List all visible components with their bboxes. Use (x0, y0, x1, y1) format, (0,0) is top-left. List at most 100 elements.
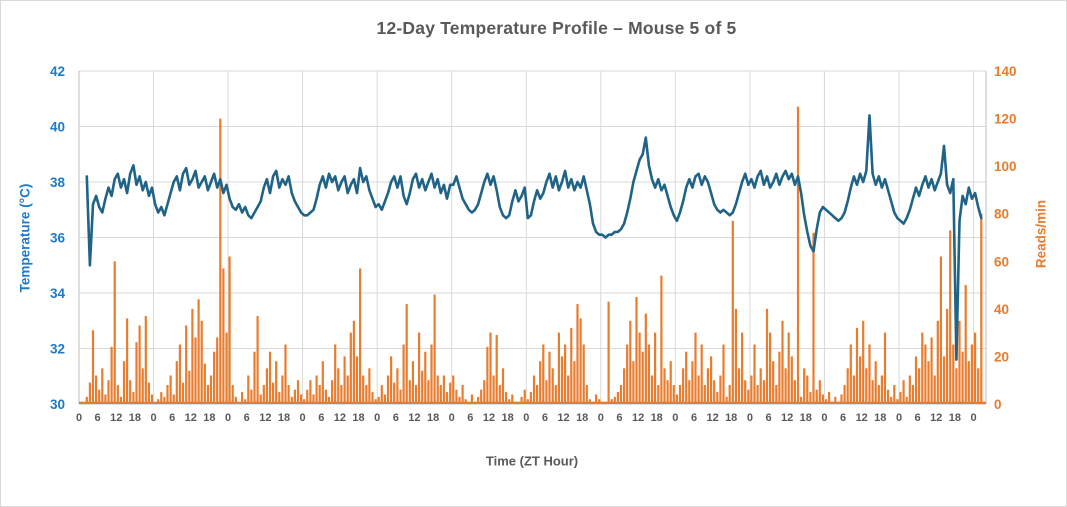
reads-bar (414, 385, 418, 404)
reads-bar (554, 385, 557, 404)
reads-bar (473, 401, 477, 404)
reads-bar (390, 356, 393, 404)
reads-bar (278, 392, 281, 404)
reads-bar (172, 394, 175, 404)
x-axis-tick-label: 18 (874, 412, 886, 424)
x-axis-tick-label: 12 (557, 412, 569, 424)
reads-bar (119, 396, 122, 404)
reads-bar (890, 396, 893, 404)
reads-bar (216, 337, 219, 404)
reads-bar (306, 389, 309, 404)
reads-bar (576, 304, 579, 404)
reads-bar (896, 399, 899, 404)
reads-bar (902, 380, 905, 404)
reads-bar (737, 368, 741, 404)
reads-bar (144, 316, 147, 404)
reads-bar (250, 389, 253, 404)
reads-bar (104, 394, 107, 404)
reads-bar (141, 368, 144, 404)
reads-bar (324, 389, 327, 404)
reads-bar (132, 392, 135, 404)
reads-bar (160, 392, 163, 404)
reads-bar (334, 344, 337, 404)
reads-bar (178, 344, 181, 404)
reads-bar (765, 308, 769, 404)
reads-bar (831, 401, 834, 404)
reads-bar (734, 308, 737, 404)
reads-bar (275, 361, 278, 404)
reads-bar (262, 385, 265, 404)
x-axis-tick-label: 0 (300, 412, 306, 424)
x-axis-tick-label: 6 (95, 412, 101, 424)
reads-bar (840, 394, 843, 404)
reads-bar (287, 385, 290, 404)
reads-bar (383, 394, 386, 404)
x-axis-tick-label: 12 (334, 412, 346, 424)
reads-bar (343, 356, 346, 404)
reads-bar (228, 256, 231, 404)
reads-bar (908, 375, 911, 404)
reads-bar (710, 356, 713, 404)
reads-bar (685, 351, 688, 404)
x-axis-tick-label: 18 (427, 412, 439, 424)
reads-bar (629, 320, 632, 405)
reads-bar (539, 361, 542, 404)
reads-bar (601, 401, 604, 404)
reads-bar (713, 380, 716, 404)
reads-bar (203, 363, 206, 404)
reads-bar (688, 380, 691, 404)
x-axis-tick-label: 18 (800, 412, 812, 424)
temperature-line (85, 114, 983, 361)
x-axis-tick-label: 0 (970, 412, 976, 424)
x-axis-tick-label: 12 (781, 412, 793, 424)
reads-bar (958, 320, 961, 405)
reads-bar (247, 375, 250, 404)
reads-bar (231, 385, 234, 404)
reads-bar (427, 380, 430, 404)
reads-bar (138, 325, 141, 404)
reads-bar (821, 394, 824, 404)
reads-bar (365, 385, 368, 404)
reads-bar (129, 380, 132, 404)
reads-bar (309, 380, 312, 404)
reads-bar (265, 368, 268, 404)
reads-bar (874, 361, 877, 404)
reads-bar (455, 389, 458, 404)
reads-bar (253, 351, 256, 404)
reads-bar (362, 375, 365, 404)
reads-bar (101, 368, 104, 404)
left-axis-tick-label: 30 (50, 397, 65, 412)
reads-bar (157, 399, 160, 404)
reads-bar (591, 401, 595, 404)
reads-bar (135, 342, 138, 404)
x-axis-tick-label: 0 (374, 412, 380, 424)
reads-bar (321, 361, 324, 404)
reads-bar (682, 368, 685, 404)
reads-bar (877, 385, 880, 404)
reads-bar (150, 394, 154, 404)
reads-bar (750, 375, 753, 404)
reads-bar (809, 392, 812, 404)
reads-bar (95, 375, 98, 404)
reads-bar (315, 375, 318, 404)
x-axis-tick-label: 18 (352, 412, 364, 424)
reads-bar (296, 380, 300, 404)
reads-bar (669, 361, 672, 404)
reads-bar (523, 389, 526, 404)
reads-bar (865, 368, 868, 404)
left-axis-tick-label: 42 (50, 64, 65, 79)
reads-bar (964, 285, 967, 404)
reads-bar (946, 308, 949, 404)
reads-bar (585, 385, 588, 404)
x-axis-tick-label: 6 (318, 412, 324, 424)
reads-bar (548, 351, 551, 404)
reads-bar (803, 368, 806, 404)
reads-bar (532, 375, 536, 404)
reads-bar (399, 389, 402, 404)
reads-bar (213, 351, 216, 404)
reads-bar (893, 385, 896, 404)
x-axis-tick-label: 12 (408, 412, 420, 424)
reads-bar (293, 389, 296, 404)
reads-bar (349, 332, 352, 404)
reads-bar (340, 385, 343, 404)
